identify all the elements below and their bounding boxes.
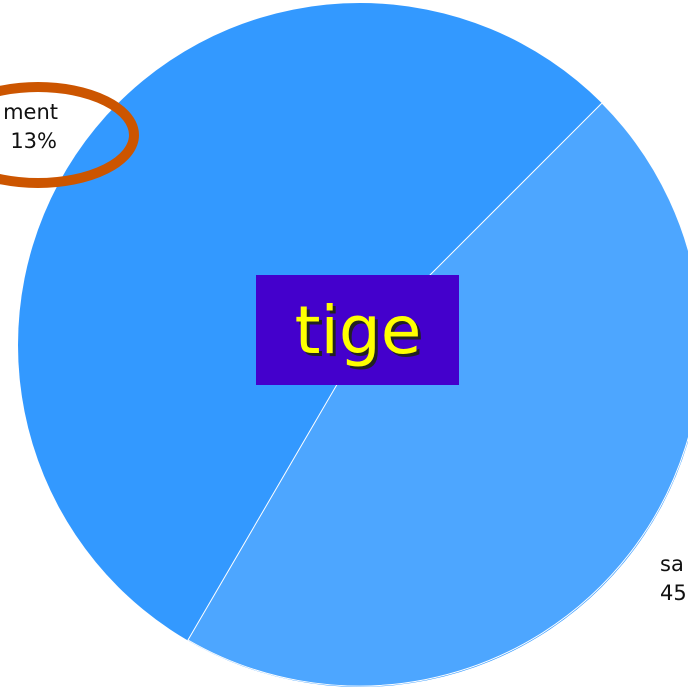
slice-label: ment [3,100,58,124]
slice-value: 13% [10,129,57,153]
center-label-shadow: tige [298,295,425,372]
slice-value: 45 [660,581,687,605]
pie-slice-light [187,102,688,687]
slice-label: sa [660,552,684,576]
highlight-ring [0,82,139,188]
center-label: tige [295,292,422,369]
center-box [256,275,459,385]
